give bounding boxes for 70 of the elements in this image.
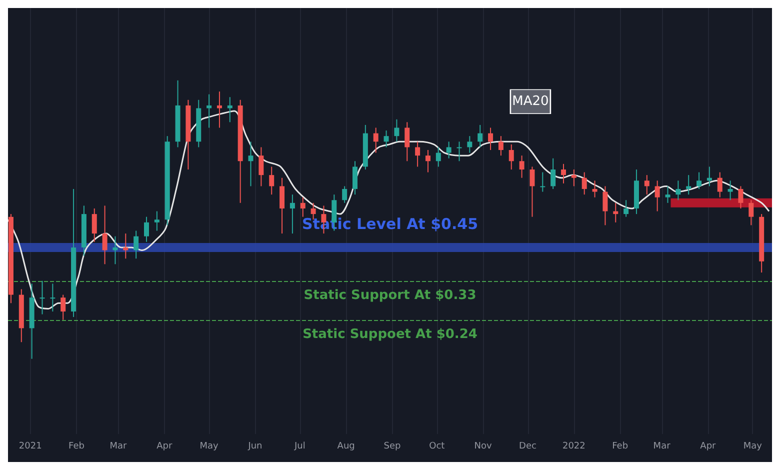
candlestick <box>446 141 452 159</box>
candlestick <box>561 163 566 184</box>
candlestick <box>592 180 598 198</box>
candlestick <box>571 168 576 187</box>
x-tick-label: Mar <box>110 442 127 452</box>
x-tick-label: Apr <box>700 442 716 452</box>
ref-line-label: Static Suppoet At $0.24 <box>302 326 478 342</box>
candlestick <box>456 141 462 162</box>
candlestick <box>404 122 410 162</box>
candlestick <box>582 172 587 196</box>
text: MA20 <box>512 94 549 110</box>
candlestick <box>300 196 306 218</box>
candlestick <box>519 155 524 178</box>
candlestick <box>654 180 660 212</box>
candlestick <box>384 130 389 148</box>
x-tick-label: Dec <box>519 442 537 452</box>
candlestick <box>394 118 400 142</box>
candlestick <box>134 230 139 260</box>
x-tick-label: Mar <box>653 442 671 452</box>
candlestick <box>258 146 264 187</box>
candlestick <box>540 172 546 192</box>
candlestick <box>478 124 483 148</box>
x-tick-label: 2021 <box>18 442 42 452</box>
candlestick <box>488 127 494 150</box>
candlestick <box>269 166 274 196</box>
x-tick-label: Jul <box>293 442 306 452</box>
candlestick <box>50 283 56 312</box>
candlestick <box>467 136 472 154</box>
candlestick <box>717 172 722 198</box>
candlestick <box>696 172 702 190</box>
candlestick <box>154 210 160 232</box>
ref-line-label: Static Support At $0.33 <box>304 288 476 303</box>
candlestick <box>352 160 358 196</box>
x-tick-label: Feb <box>612 442 628 452</box>
x-tick-label: May <box>743 442 763 452</box>
candlestick <box>624 200 629 218</box>
candlestick <box>92 208 97 242</box>
candlestick <box>748 200 754 226</box>
x-tick-label: May <box>200 442 220 452</box>
x-tick-label: Feb <box>68 442 85 452</box>
candlestick <box>342 186 348 204</box>
candlestick <box>102 205 108 265</box>
candlestick <box>550 158 556 190</box>
candlestick <box>498 136 504 156</box>
candlestick <box>280 177 285 234</box>
candlestick <box>530 166 535 218</box>
candlestick <box>415 141 420 168</box>
candlestick <box>728 180 733 201</box>
candlestick <box>665 186 670 204</box>
candlestick <box>602 186 608 226</box>
candlestick <box>676 180 681 201</box>
candlestick <box>248 141 254 187</box>
x-tick-label: Oct <box>429 442 446 452</box>
x-tick-label: Nov <box>474 442 493 452</box>
x-tick-label: Sep <box>384 442 401 452</box>
candlestick <box>738 186 744 209</box>
x-tick-label: Apr <box>156 442 172 452</box>
candlestick <box>373 127 378 154</box>
candlestick <box>290 194 295 234</box>
candlestick <box>60 294 66 320</box>
candlestick <box>144 216 150 242</box>
candlestick <box>644 174 650 196</box>
x-tick-label: Jun <box>247 442 262 452</box>
x-tick-label: 2022 <box>562 442 586 452</box>
candlestick <box>686 174 692 196</box>
x-tick-label: Aug <box>337 442 355 452</box>
candlestick <box>436 146 441 168</box>
candlestick <box>425 150 430 173</box>
candlestick <box>508 144 514 170</box>
candlestick <box>40 280 45 315</box>
